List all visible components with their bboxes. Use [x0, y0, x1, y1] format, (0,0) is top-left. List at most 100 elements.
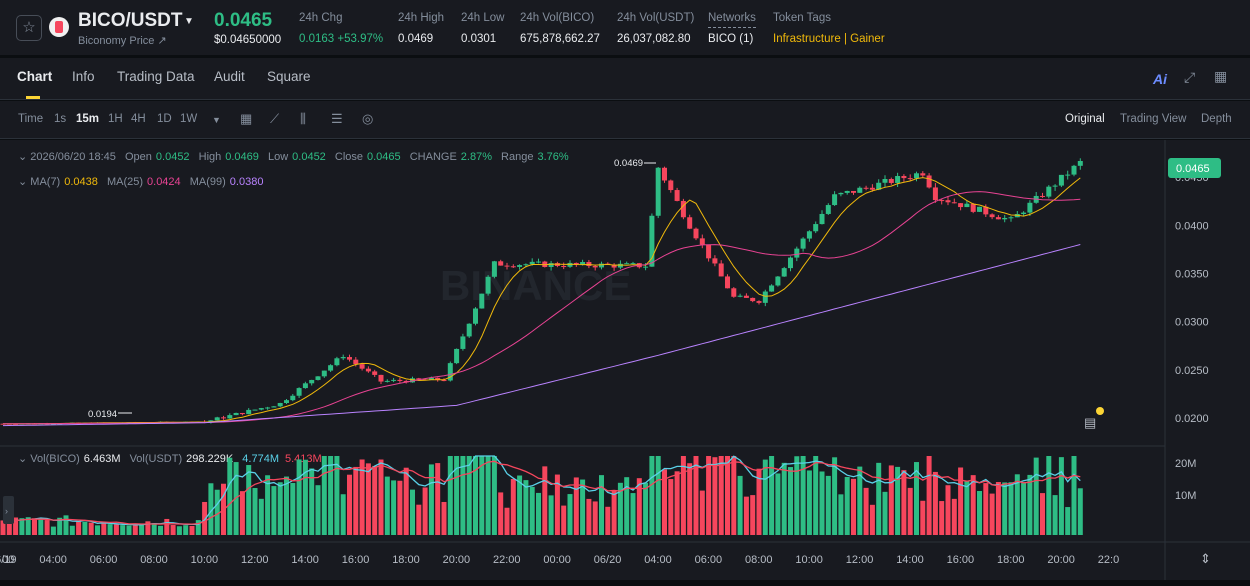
- interval-1w[interactable]: 1W: [180, 113, 198, 125]
- volume-bar: [725, 456, 730, 535]
- candle: [844, 190, 850, 193]
- settings-list-icon[interactable]: ☰: [331, 111, 343, 126]
- price-axis-label: 0.0300: [1175, 317, 1209, 329]
- order-list-icon[interactable]: ▤: [1084, 415, 1096, 430]
- candle: [460, 336, 466, 349]
- volume-bar: [680, 456, 686, 535]
- candle: [454, 348, 460, 364]
- scroll-handle[interactable]: [3, 496, 14, 524]
- volume-bar: [567, 494, 573, 535]
- volume-bar: [706, 456, 712, 535]
- candle: [731, 288, 737, 297]
- volume-bar: [252, 488, 258, 535]
- candle: [832, 194, 838, 206]
- volume-bar: [762, 459, 768, 535]
- candle: [951, 202, 957, 204]
- volume-bar: [825, 475, 831, 535]
- candle: [649, 215, 655, 267]
- candle: [964, 203, 970, 208]
- candle: [523, 264, 529, 266]
- stat-networks[interactable]: Networks BICO (1): [708, 12, 756, 45]
- volume-bar: [561, 505, 567, 535]
- interval-15m[interactable]: 15m: [76, 113, 100, 125]
- caret-down-icon[interactable]: ▼: [184, 16, 194, 27]
- time-axis-label: 06/19: [0, 554, 17, 566]
- volume-bar: [309, 468, 315, 535]
- volume-bar: [328, 456, 334, 535]
- volume-bar: [340, 494, 346, 535]
- candle: [907, 178, 913, 180]
- stat-24h-vol-base: 24h Vol(BICO) 675,878,662.27: [520, 12, 600, 45]
- ai-button[interactable]: Ai: [1153, 71, 1167, 87]
- candle: [258, 408, 264, 410]
- view-depth[interactable]: Depth: [1201, 113, 1232, 125]
- indicator-chart-icon[interactable]: ⟋: [270, 111, 280, 126]
- tab-square[interactable]: Square: [267, 69, 311, 84]
- volume-bar: [920, 500, 926, 535]
- tab-info[interactable]: Info: [72, 69, 95, 84]
- volume-bar: [901, 470, 907, 535]
- layout-grid-icon[interactable]: ▦: [1214, 68, 1228, 84]
- tab-chart[interactable]: Chart: [17, 69, 53, 84]
- candle: [277, 403, 283, 407]
- volume-bar: [536, 492, 541, 535]
- candle: [1065, 174, 1071, 176]
- stat-token-tags[interactable]: Token Tags Infrastructure | Gainer: [773, 12, 885, 45]
- volume-bar: [246, 465, 252, 535]
- volume-bar: [428, 464, 434, 535]
- price-chart[interactable]: BINANCE ⌄ 2026/06/20 18:45 Open 0.0452 Hi…: [0, 140, 1250, 580]
- candle: [611, 264, 617, 268]
- candle: [1046, 186, 1052, 197]
- volume-bar: [769, 456, 775, 535]
- volume-bar: [435, 463, 441, 535]
- calendar-icon[interactable]: ▦: [240, 111, 253, 126]
- tab-audit[interactable]: Audit: [214, 69, 245, 84]
- volume-bar: [951, 498, 957, 535]
- candle: [315, 376, 321, 380]
- candle: [1002, 217, 1008, 220]
- volume-bar: [6, 523, 12, 535]
- candle: [680, 200, 686, 218]
- volume-bar: [617, 482, 623, 535]
- volume-bar: [687, 463, 693, 535]
- volume-bar: [636, 478, 642, 535]
- volume-bar: [239, 491, 245, 535]
- view-tradingview[interactable]: Trading View: [1120, 113, 1187, 125]
- candle: [233, 412, 239, 416]
- interval-4h[interactable]: 4H: [131, 113, 146, 125]
- interval-more-icon[interactable]: ▼: [212, 115, 221, 125]
- pair-selector[interactable]: BICO/USDT: [78, 10, 183, 31]
- fullscreen-icon[interactable]: ⤢: [1184, 69, 1196, 85]
- candle: [328, 365, 334, 371]
- candle: [769, 285, 775, 292]
- candle: [466, 323, 472, 337]
- volume-bar: [1071, 456, 1077, 535]
- volume-bar: [195, 520, 201, 535]
- candle: [485, 276, 491, 294]
- expand-chevron-icon[interactable]: ›: [5, 506, 8, 516]
- interval-1d[interactable]: 1D: [157, 113, 172, 125]
- candle: [536, 261, 541, 263]
- target-icon[interactable]: ◎: [362, 111, 374, 126]
- interval-1s[interactable]: 1s: [54, 113, 67, 125]
- bico-logo: [49, 17, 69, 37]
- candle: [914, 173, 919, 179]
- interval-1h[interactable]: 1H: [108, 113, 123, 125]
- time-axis-label: 06/20: [594, 554, 622, 566]
- coin-info-link[interactable]: Biconomy Price ↗: [78, 35, 167, 47]
- favorite-star-icon[interactable]: ☆: [16, 15, 42, 41]
- view-original[interactable]: Original: [1065, 113, 1105, 125]
- volume-bar: [441, 501, 447, 535]
- volume-bar: [649, 456, 655, 535]
- candle-type-icon[interactable]: ⫼: [300, 111, 306, 126]
- interval-time[interactable]: Time: [18, 113, 44, 125]
- tab-trading-data[interactable]: Trading Data: [117, 69, 195, 84]
- time-axis-label: 18:00: [997, 554, 1025, 566]
- fit-axis-icon[interactable]: ⇕: [1200, 551, 1211, 566]
- candle: [838, 192, 844, 195]
- volume-bar: [832, 457, 838, 535]
- chart-tabs: Chart Info Trading Data Audit Square Ai …: [0, 58, 1250, 100]
- current-price-tag: 0.0465: [1168, 158, 1221, 178]
- time-axis-label: 16:00: [947, 554, 975, 566]
- volume-bar: [1065, 507, 1071, 535]
